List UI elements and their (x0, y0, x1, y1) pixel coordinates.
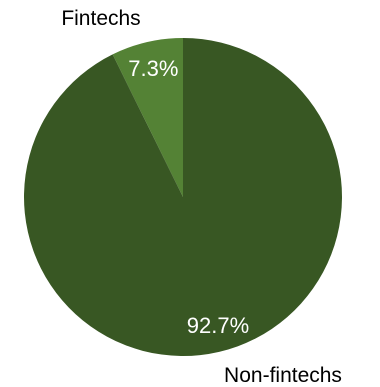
category-label-non-fintechs: Non-fintechs (224, 364, 342, 387)
category-label-fintechs: Fintechs (61, 7, 140, 30)
pie-slice-fintechs (112, 38, 183, 197)
pie-slice-non-fintechs (23, 38, 342, 356)
data-label-non-fintechs: 92.7% (187, 313, 249, 338)
data-label-fintechs: 7.3% (128, 56, 178, 81)
